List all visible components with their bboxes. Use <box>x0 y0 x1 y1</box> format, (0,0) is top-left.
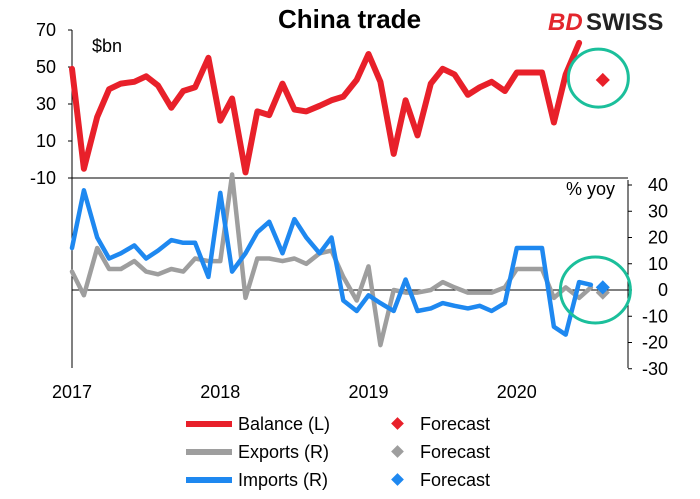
left-axis-unit: $bn <box>92 36 122 56</box>
left-tick-label: 30 <box>36 94 56 114</box>
legend-exports-label: Exports (R) <box>238 442 329 462</box>
x-tick-label: 2020 <box>497 382 537 402</box>
x-tick-label: 2018 <box>200 382 240 402</box>
exports-series-line <box>69 172 594 348</box>
left-tick-label: 10 <box>36 131 56 151</box>
imports-series-line <box>69 188 594 337</box>
right-tick-label: -20 <box>642 333 668 353</box>
legend-balance-label: Balance (L) <box>238 414 330 434</box>
legend-exports-forecast-label: Forecast <box>420 442 490 462</box>
legend: Balance (L) Forecast Exports (R) Forecas… <box>186 414 490 490</box>
left-tick-label: -10 <box>30 168 56 188</box>
left-tick-label: 50 <box>36 57 56 77</box>
brand-logo-part2: SWISS <box>586 9 663 36</box>
series-layer <box>69 39 610 348</box>
right-tick-label: 20 <box>648 228 668 248</box>
forecast-highlights <box>558 47 632 325</box>
right-tick-label: 10 <box>648 254 668 274</box>
right-tick-label: 30 <box>648 201 668 221</box>
right-tick-label: -30 <box>642 359 668 379</box>
legend-balance-forecast-marker <box>391 417 404 430</box>
right-tick-label: 40 <box>648 175 668 195</box>
left-tick-label: 70 <box>36 20 56 40</box>
legend-balance-forecast-label: Forecast <box>420 414 490 434</box>
x-tick-label: 2019 <box>349 382 389 402</box>
trade-forecast-highlight <box>558 255 632 325</box>
right-axis-unit: % yoy <box>566 179 615 199</box>
right-tick-label: -10 <box>642 306 668 326</box>
left-axis-ticks: 70 50 30 10 -10 <box>30 20 72 188</box>
legend-imports-forecast-label: Forecast <box>420 470 490 490</box>
balance-forecast-point <box>595 72 610 88</box>
right-axis-ticks: 40 30 20 10 0 -10 -20 -30 <box>628 175 668 379</box>
legend-imports-forecast-marker <box>391 473 404 486</box>
brand-logo-part1: BD <box>548 9 583 36</box>
imports-forecast-point <box>595 280 610 295</box>
legend-imports-label: Imports (R) <box>238 470 328 490</box>
balance-series-line <box>69 39 583 176</box>
right-tick-label: 0 <box>658 280 668 300</box>
brand-logo: BD SWISS <box>548 9 663 36</box>
x-axis-ticks: 2017 2018 2019 2020 <box>52 382 537 402</box>
legend-exports-forecast-marker <box>391 445 404 458</box>
x-tick-label: 2017 <box>52 382 92 402</box>
chart-title: China trade <box>278 4 421 34</box>
balance-forecast-highlight <box>566 47 630 109</box>
